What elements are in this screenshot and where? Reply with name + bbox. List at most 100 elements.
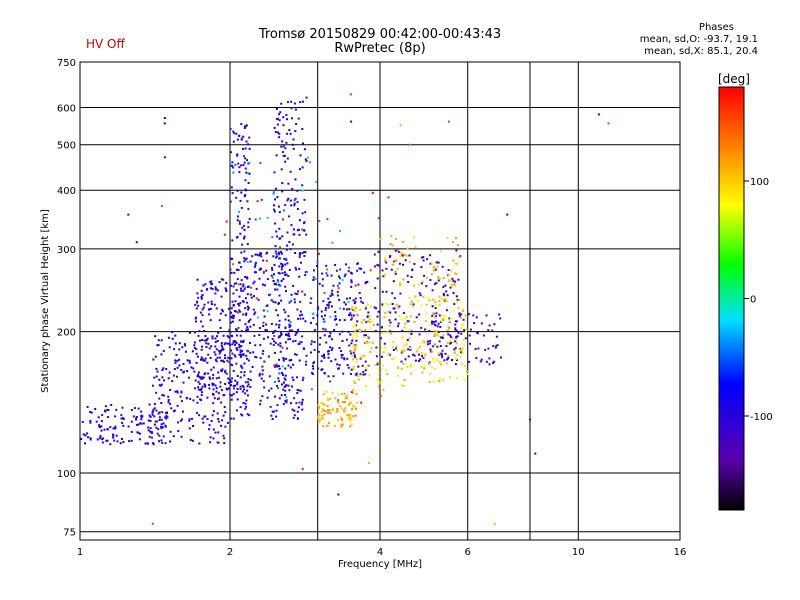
data-point: [369, 351, 372, 353]
data-point: [279, 250, 282, 253]
data-point: [208, 428, 210, 431]
data-point: [265, 252, 268, 255]
data-point: [304, 271, 307, 274]
data-point: [286, 244, 289, 247]
plot-frame: [79, 61, 681, 541]
data-point: [237, 269, 240, 271]
data-point: [216, 289, 219, 292]
data-point: [182, 363, 185, 365]
data-point: [281, 252, 283, 255]
data-point: [228, 387, 231, 390]
data-point: [433, 269, 436, 272]
data-point: [249, 293, 252, 296]
data-point: [188, 418, 191, 421]
data-point: [385, 261, 388, 264]
data-point: [241, 367, 244, 370]
data-point: [264, 329, 267, 331]
data-point: [272, 410, 275, 413]
data-point: [321, 368, 324, 371]
data-point: [180, 400, 183, 403]
data-point: [387, 196, 390, 199]
data-point: [195, 316, 198, 319]
data-point: [348, 416, 351, 419]
data-point: [298, 253, 301, 256]
data-point: [433, 329, 436, 332]
data-point: [337, 398, 340, 401]
data-point: [280, 168, 283, 171]
data-point: [246, 277, 249, 280]
data-point: [395, 259, 398, 262]
data-point: [301, 128, 304, 130]
data-point: [106, 408, 109, 411]
data-point: [154, 335, 157, 338]
data-point: [242, 401, 245, 404]
data-point: [432, 298, 435, 301]
data-point: [258, 277, 261, 280]
data-point: [242, 285, 245, 288]
data-point: [419, 294, 422, 297]
data-point: [114, 425, 117, 428]
data-point: [225, 372, 228, 375]
data-point: [152, 408, 155, 411]
data-point: [239, 302, 242, 305]
data-point: [452, 259, 455, 262]
data-point: [245, 354, 248, 357]
data-point: [329, 332, 332, 335]
data-point: [320, 360, 323, 363]
data-point: [329, 380, 332, 383]
data-point: [219, 312, 222, 315]
data-point: [406, 339, 409, 341]
data-point: [323, 372, 326, 375]
data-point: [181, 418, 183, 421]
data-point: [290, 300, 293, 302]
data-point: [317, 367, 320, 370]
data-point: [338, 333, 341, 336]
data-point: [179, 419, 182, 422]
data-point: [493, 522, 496, 525]
data-point: [281, 365, 284, 368]
data-point: [283, 257, 286, 260]
data-point: [221, 348, 224, 351]
data-point: [449, 334, 452, 337]
data-point: [420, 352, 423, 355]
data-point: [203, 415, 206, 418]
data-point: [271, 338, 274, 340]
data-point: [203, 373, 206, 376]
data-point: [237, 302, 240, 305]
data-point: [256, 200, 259, 203]
data-point: [250, 296, 253, 299]
data-point: [238, 171, 241, 174]
data-point: [272, 255, 275, 258]
data-point: [249, 325, 252, 328]
data-point: [442, 285, 445, 288]
data-point: [439, 345, 442, 347]
data-point: [232, 263, 235, 266]
data-point: [299, 168, 301, 171]
data-point: [282, 357, 285, 360]
data-point: [157, 339, 160, 342]
data-point: [449, 342, 452, 345]
data-point: [350, 120, 353, 123]
data-point: [202, 421, 205, 424]
data-point: [89, 437, 92, 440]
data-point: [346, 308, 348, 311]
data-point: [223, 442, 226, 445]
data-point: [344, 407, 347, 410]
data-point: [296, 229, 299, 232]
data-point: [391, 303, 394, 305]
data-point: [225, 288, 228, 291]
data-point: [418, 333, 421, 336]
data-point: [430, 273, 433, 275]
data-point: [321, 355, 324, 358]
data-point: [240, 354, 243, 356]
data-point: [201, 417, 204, 420]
data-point: [206, 337, 209, 340]
data-point: [455, 320, 458, 323]
x-axis-label: Frequency [MHz]: [338, 559, 422, 570]
data-point: [300, 341, 303, 344]
data-point: [271, 276, 274, 279]
data-point: [191, 417, 193, 420]
data-point: [200, 296, 203, 299]
data-point: [171, 331, 174, 334]
data-point: [230, 186, 233, 189]
